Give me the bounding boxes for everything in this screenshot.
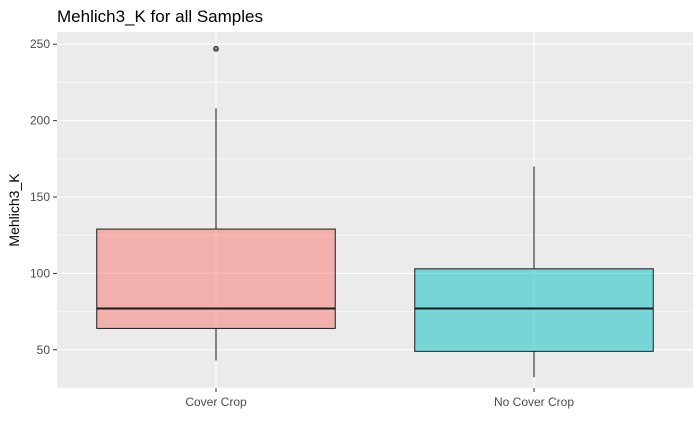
box-group: [414, 166, 654, 378]
box-group: [96, 46, 336, 361]
plot-marks: [96, 46, 654, 378]
y-tick-label: 200: [30, 114, 50, 128]
y-tick-label: 100: [30, 266, 50, 280]
x-tick-label: Cover Crop: [185, 395, 247, 409]
outlier-point: [213, 46, 219, 52]
x-tick-label: No Cover Crop: [494, 395, 574, 409]
chart-title: Mehlich3_K for all Samples: [57, 7, 263, 26]
y-tick-label: 150: [30, 190, 50, 204]
axes: 50 100 150 200 250 Cover Crop No Cover Crop: [30, 37, 574, 409]
y-axis-title: Mehlich3_K: [6, 173, 22, 247]
box-iqr: [414, 268, 654, 352]
box-iqr: [96, 228, 336, 329]
y-tick-label: 50: [37, 343, 51, 357]
y-tick-label: 250: [30, 37, 50, 51]
